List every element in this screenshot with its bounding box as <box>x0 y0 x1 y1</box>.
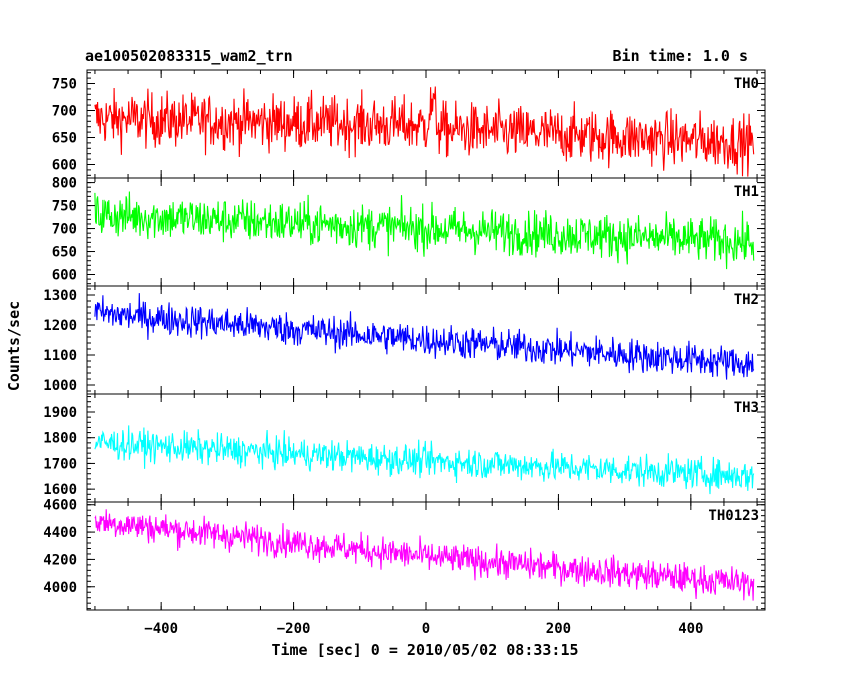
chart-title: ae100502083315_wam2_trn <box>85 47 293 65</box>
panel-th3: 1600 1700 1800 1900 TH3 <box>43 393 766 503</box>
y-tick-label: 4200 <box>43 552 77 568</box>
panel-th0123: 4000 4200 4400 4600 TH0123 <box>43 498 766 611</box>
series-line-th0123 <box>94 509 755 601</box>
y-tick-label: 1700 <box>43 456 77 472</box>
series-label-th0123: TH0123 <box>708 508 759 524</box>
series-line-th1 <box>94 191 755 270</box>
panel-th2: 1000 1100 1200 1300 TH2 <box>43 285 766 395</box>
y-tick-label: 4400 <box>43 525 77 541</box>
panel-th0: 600 650 700 750 TH0 <box>52 69 766 179</box>
y-tick-label: 800 <box>52 176 77 192</box>
y-tick-label: 1800 <box>43 431 77 447</box>
y-tick-label: 1200 <box>43 318 77 334</box>
y-tick-label: 750 <box>52 77 77 93</box>
y-tick-label: 4000 <box>43 580 77 596</box>
x-axis: −400 −200 0 200 400 <box>144 621 703 637</box>
series-label-th2: TH2 <box>734 292 759 308</box>
y-tick-label: 1000 <box>43 378 77 394</box>
y-tick-label: 750 <box>52 199 77 215</box>
y-tick-label: 600 <box>52 158 77 174</box>
series-line-th0 <box>94 86 755 177</box>
y-tick-label: 1300 <box>43 288 77 304</box>
y-tick-label: 650 <box>52 131 77 147</box>
y-tick-label: 1100 <box>43 348 77 364</box>
series-label-th0: TH0 <box>734 76 759 92</box>
series-label-th3: TH3 <box>734 400 759 416</box>
series-line-th2 <box>94 293 755 380</box>
x-tick-label: −400 <box>144 621 178 637</box>
x-tick-label: 200 <box>546 621 571 637</box>
panel-th1: 600 650 700 750 800 TH1 <box>52 176 766 287</box>
y-tick-label: 1600 <box>43 482 77 498</box>
bin-time-label: Bin time: 1.0 s <box>613 47 748 65</box>
y-tick-label: 600 <box>52 268 77 284</box>
y-axis-label: Counts/sec <box>5 301 23 391</box>
series-line-th3 <box>94 425 755 495</box>
y-tick-label: 1900 <box>43 405 77 421</box>
y-tick-label: 650 <box>52 245 77 261</box>
x-tick-label: 400 <box>678 621 703 637</box>
y-tick-label: 700 <box>52 104 77 120</box>
series-label-th1: TH1 <box>734 184 759 200</box>
x-tick-label: 0 <box>422 621 430 637</box>
y-tick-label: 4600 <box>43 498 77 514</box>
y-tick-label: 700 <box>52 222 77 238</box>
x-axis-label: Time [sec] 0 = 2010/05/02 08:33:15 <box>271 641 578 659</box>
x-tick-label: −200 <box>277 621 311 637</box>
panels-group: 600 650 700 750 TH0 600 650 700 750 800 TH1 1000 110… <box>43 69 766 611</box>
